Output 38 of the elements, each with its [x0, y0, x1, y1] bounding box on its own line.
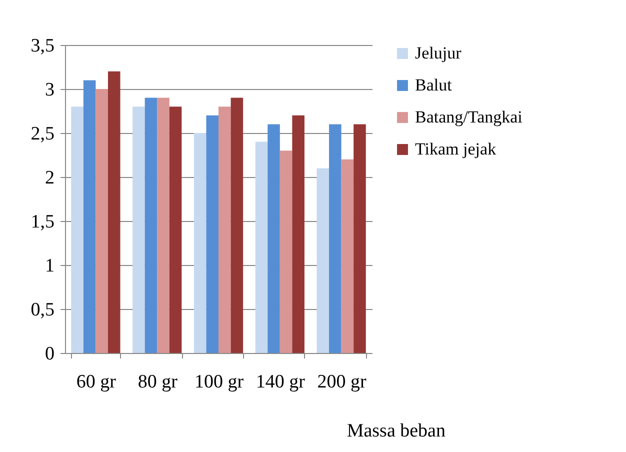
x-tick-label: 60 gr	[76, 372, 117, 392]
bar	[341, 159, 354, 353]
bar	[157, 98, 170, 353]
bar	[83, 80, 96, 353]
y-tick-label: 2	[45, 168, 54, 188]
bar	[218, 106, 231, 353]
bar	[268, 124, 280, 353]
legend-label: Batang/Tangkai	[415, 108, 523, 126]
y-tick-label: 2,5	[30, 124, 54, 144]
bar	[71, 106, 84, 353]
bar	[206, 115, 218, 353]
bar	[169, 106, 182, 353]
bar	[132, 106, 145, 353]
bar	[96, 89, 108, 353]
y-tick-label: 1,5	[30, 212, 54, 232]
bar	[316, 168, 330, 353]
y-tick-label: 1	[45, 256, 54, 276]
legend-label: Jelujur	[415, 44, 462, 62]
bar	[255, 142, 268, 353]
x-tick-label: 100 gr	[194, 372, 244, 392]
y-tick-label: 3,5	[30, 36, 54, 56]
bar	[230, 98, 244, 353]
legend-label: Balut	[415, 76, 452, 94]
bar	[354, 124, 366, 353]
x-tick-label: 80 gr	[138, 372, 178, 392]
bar	[329, 124, 342, 353]
bar	[280, 150, 292, 353]
x-axis-title: Massa beban	[346, 420, 446, 442]
x-tick-label: 140 gr	[256, 372, 306, 392]
bar	[292, 115, 304, 353]
bar	[108, 71, 120, 353]
y-tick-label: 0	[45, 344, 54, 364]
y-tick-label: 0,5	[30, 300, 54, 320]
bar	[144, 98, 158, 353]
x-tick-label: 200 gr	[317, 372, 368, 392]
bar	[194, 133, 206, 353]
y-tick-label: 3	[45, 80, 54, 100]
legend-label: Tikam jejak	[415, 140, 497, 158]
